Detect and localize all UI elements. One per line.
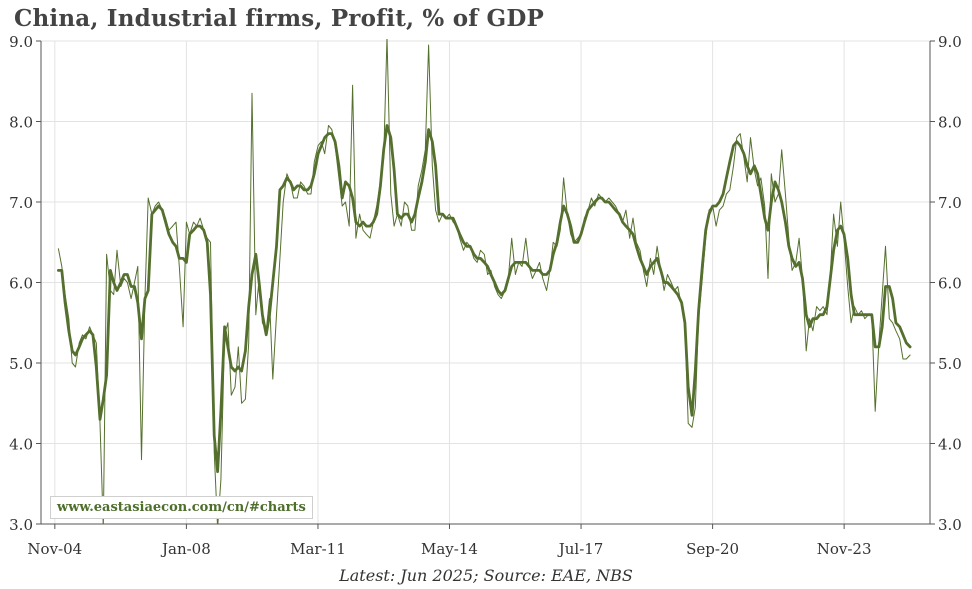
x-tick-labels: Nov-04 Jan-08 Mar-11 May-14 Jul-17 Sep-20 Nov-…: [27, 540, 871, 558]
y-tick-labels: 3.0 3.0 4.0 4.0 5.0 5.0 6.0 6.0 7.0 7.0 8.0 8.0 9.0 9…: [9, 33, 962, 534]
y-tick-label-left: 9.0: [9, 33, 33, 51]
y-tick-label-right: 5.0: [938, 355, 962, 373]
x-tick-label: May-14: [421, 540, 478, 558]
y-tick-label-right: 8.0: [938, 114, 962, 132]
series-line-smoothed: [57, 124, 912, 474]
y-tick-label-left: 4.0: [9, 436, 33, 454]
series-lines: [57, 39, 912, 524]
x-tick-label: Mar-11: [290, 540, 346, 558]
y-tick-label-left: 6.0: [9, 275, 33, 293]
y-tick-label-left: 7.0: [9, 194, 33, 212]
y-tick-label-right: 9.0: [938, 33, 962, 51]
x-tick-label: Nov-04: [27, 540, 82, 558]
watermark-link[interactable]: www.eastasiaecon.com/cn/#charts: [50, 496, 313, 519]
grid-lines: [41, 40, 930, 525]
y-tick-label-left: 8.0: [9, 114, 33, 132]
x-tick-label: Sep-20: [686, 540, 739, 558]
y-tick-label-right: 3.0: [938, 516, 962, 534]
chart-title: China, Industrial firms, Profit, % of GD…: [14, 5, 545, 32]
series-line-monthly: [57, 39, 911, 524]
source-note: Latest: Jun 2025; Source: EAE, NBS: [339, 566, 633, 585]
y-tick-label-right: 4.0: [938, 436, 962, 454]
y-tick-label-left: 5.0: [9, 355, 33, 373]
axes: [36, 40, 935, 529]
y-tick-label-right: 6.0: [938, 275, 962, 293]
x-tick-label: Nov-23: [817, 540, 872, 558]
y-tick-label-right: 7.0: [938, 194, 962, 212]
x-tick-label: Jul-17: [557, 540, 604, 558]
y-tick-label-left: 3.0: [9, 516, 33, 534]
x-tick-label: Jan-08: [160, 540, 211, 558]
